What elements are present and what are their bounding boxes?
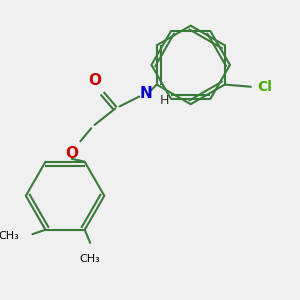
- Text: CH₃: CH₃: [0, 231, 19, 241]
- Text: N: N: [140, 86, 152, 101]
- Text: CH₃: CH₃: [80, 254, 101, 264]
- Text: Cl: Cl: [257, 80, 272, 94]
- Text: H: H: [160, 94, 169, 107]
- Text: O: O: [65, 146, 78, 161]
- Text: O: O: [88, 73, 101, 88]
